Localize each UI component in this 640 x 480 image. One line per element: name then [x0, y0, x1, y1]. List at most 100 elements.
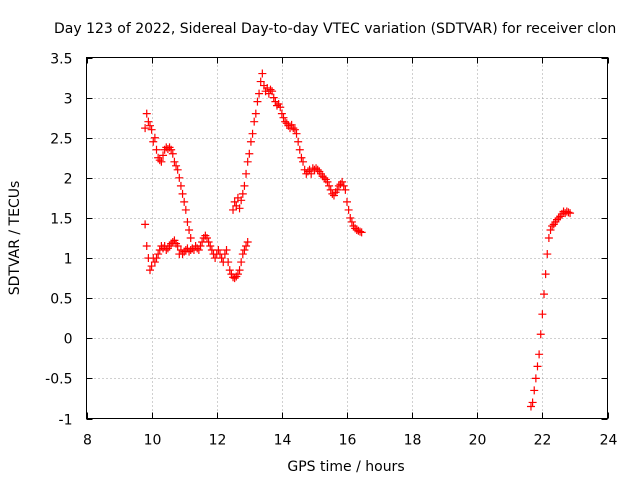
data-point: [175, 173, 184, 182]
x-tick-label: 16: [339, 433, 357, 449]
data-point: [154, 250, 163, 259]
data-point: [320, 173, 329, 182]
data-point: [240, 181, 249, 190]
data-point: [323, 177, 332, 186]
data-point: [224, 258, 233, 267]
data-point: [173, 242, 182, 251]
axis-tick-labels: 8 10 12 14 16 18 20 22 24 -1 -0.5 0 0.5 1 1.5 2 2.5 3 3.5: [45, 52, 617, 449]
data-point: [548, 221, 557, 230]
data-point: [173, 165, 182, 174]
data-point: [255, 89, 264, 98]
data-point: [145, 266, 154, 275]
data-point: [181, 205, 190, 214]
data-point: [279, 113, 288, 122]
data-point: [150, 258, 159, 267]
y-tick-label: -0.5: [45, 372, 72, 388]
data-point: [307, 169, 316, 178]
data-point: [258, 69, 267, 78]
series-track-lower: [141, 220, 252, 283]
data-point: [530, 386, 539, 395]
data-point: [294, 137, 303, 146]
data-point: [145, 121, 154, 130]
data-point: [554, 213, 563, 222]
data-point: [536, 330, 545, 339]
data-points: [141, 69, 575, 411]
data-point: [292, 129, 301, 138]
x-tick-label: 18: [404, 433, 422, 449]
data-point: [528, 398, 537, 407]
y-axis-label: SDTVAR / TECUs: [7, 181, 23, 296]
data-point: [564, 208, 573, 217]
data-point: [531, 374, 540, 383]
data-point: [194, 246, 203, 255]
data-point: [540, 290, 549, 299]
data-point: [155, 156, 164, 165]
data-point: [185, 225, 194, 234]
data-point: [230, 197, 239, 206]
data-point: [281, 117, 290, 126]
data-point: [159, 151, 168, 160]
data-point: [237, 196, 246, 205]
plot-frame: [86, 57, 608, 419]
data-point: [346, 213, 355, 222]
data-point: [333, 185, 342, 194]
data-point: [243, 157, 252, 166]
data-point: [147, 125, 156, 134]
data-point: [543, 250, 552, 259]
data-point: [289, 124, 298, 133]
data-point: [566, 209, 575, 218]
data-point: [233, 270, 242, 279]
data-point: [152, 254, 161, 263]
data-point: [276, 103, 285, 112]
data-point: [178, 189, 187, 198]
data-point: [297, 153, 306, 162]
y-tick-label: 3: [64, 92, 73, 108]
data-point: [237, 258, 246, 267]
x-tick-label: 12: [209, 433, 227, 449]
data-point: [341, 185, 350, 194]
data-point: [245, 149, 254, 158]
data-point: [246, 137, 255, 146]
data-point: [142, 109, 151, 118]
data-point: [533, 362, 542, 371]
data-point: [299, 157, 308, 166]
y-tick-label: 3.5: [50, 52, 72, 68]
y-tick-label: 0.5: [50, 292, 72, 308]
data-point: [186, 234, 195, 242]
data-point: [214, 246, 223, 255]
data-point: [526, 402, 535, 411]
data-point: [172, 161, 181, 170]
series-track-midday: [229, 69, 366, 237]
data-point: [150, 133, 159, 142]
data-point: [149, 137, 158, 146]
data-point: [290, 125, 299, 134]
data-point: [220, 250, 229, 259]
data-point: [541, 270, 550, 279]
data-point: [339, 181, 348, 190]
series-track-upper: [141, 109, 195, 242]
x-tick-label: 22: [534, 433, 552, 449]
data-point: [243, 238, 252, 247]
data-point: [196, 242, 205, 251]
data-point: [269, 93, 278, 102]
data-point: [343, 197, 351, 206]
data-point: [147, 262, 156, 271]
data-point: [235, 204, 244, 213]
x-tick-label: 20: [469, 433, 487, 449]
data-point: [535, 350, 544, 359]
data-point: [277, 109, 286, 118]
y-tick-label: 2.5: [50, 132, 72, 148]
data-point: [167, 145, 176, 154]
data-point: [240, 246, 249, 255]
data-point: [204, 238, 213, 247]
data-point: [344, 205, 353, 214]
data-point: [144, 117, 153, 126]
data-point: [152, 145, 161, 154]
x-axis-label: GPS time / hours: [287, 459, 404, 475]
data-point: [222, 246, 231, 255]
data-point: [230, 274, 239, 283]
data-point: [170, 157, 179, 166]
x-tick-label: 10: [144, 433, 162, 449]
data-point: [168, 149, 177, 158]
